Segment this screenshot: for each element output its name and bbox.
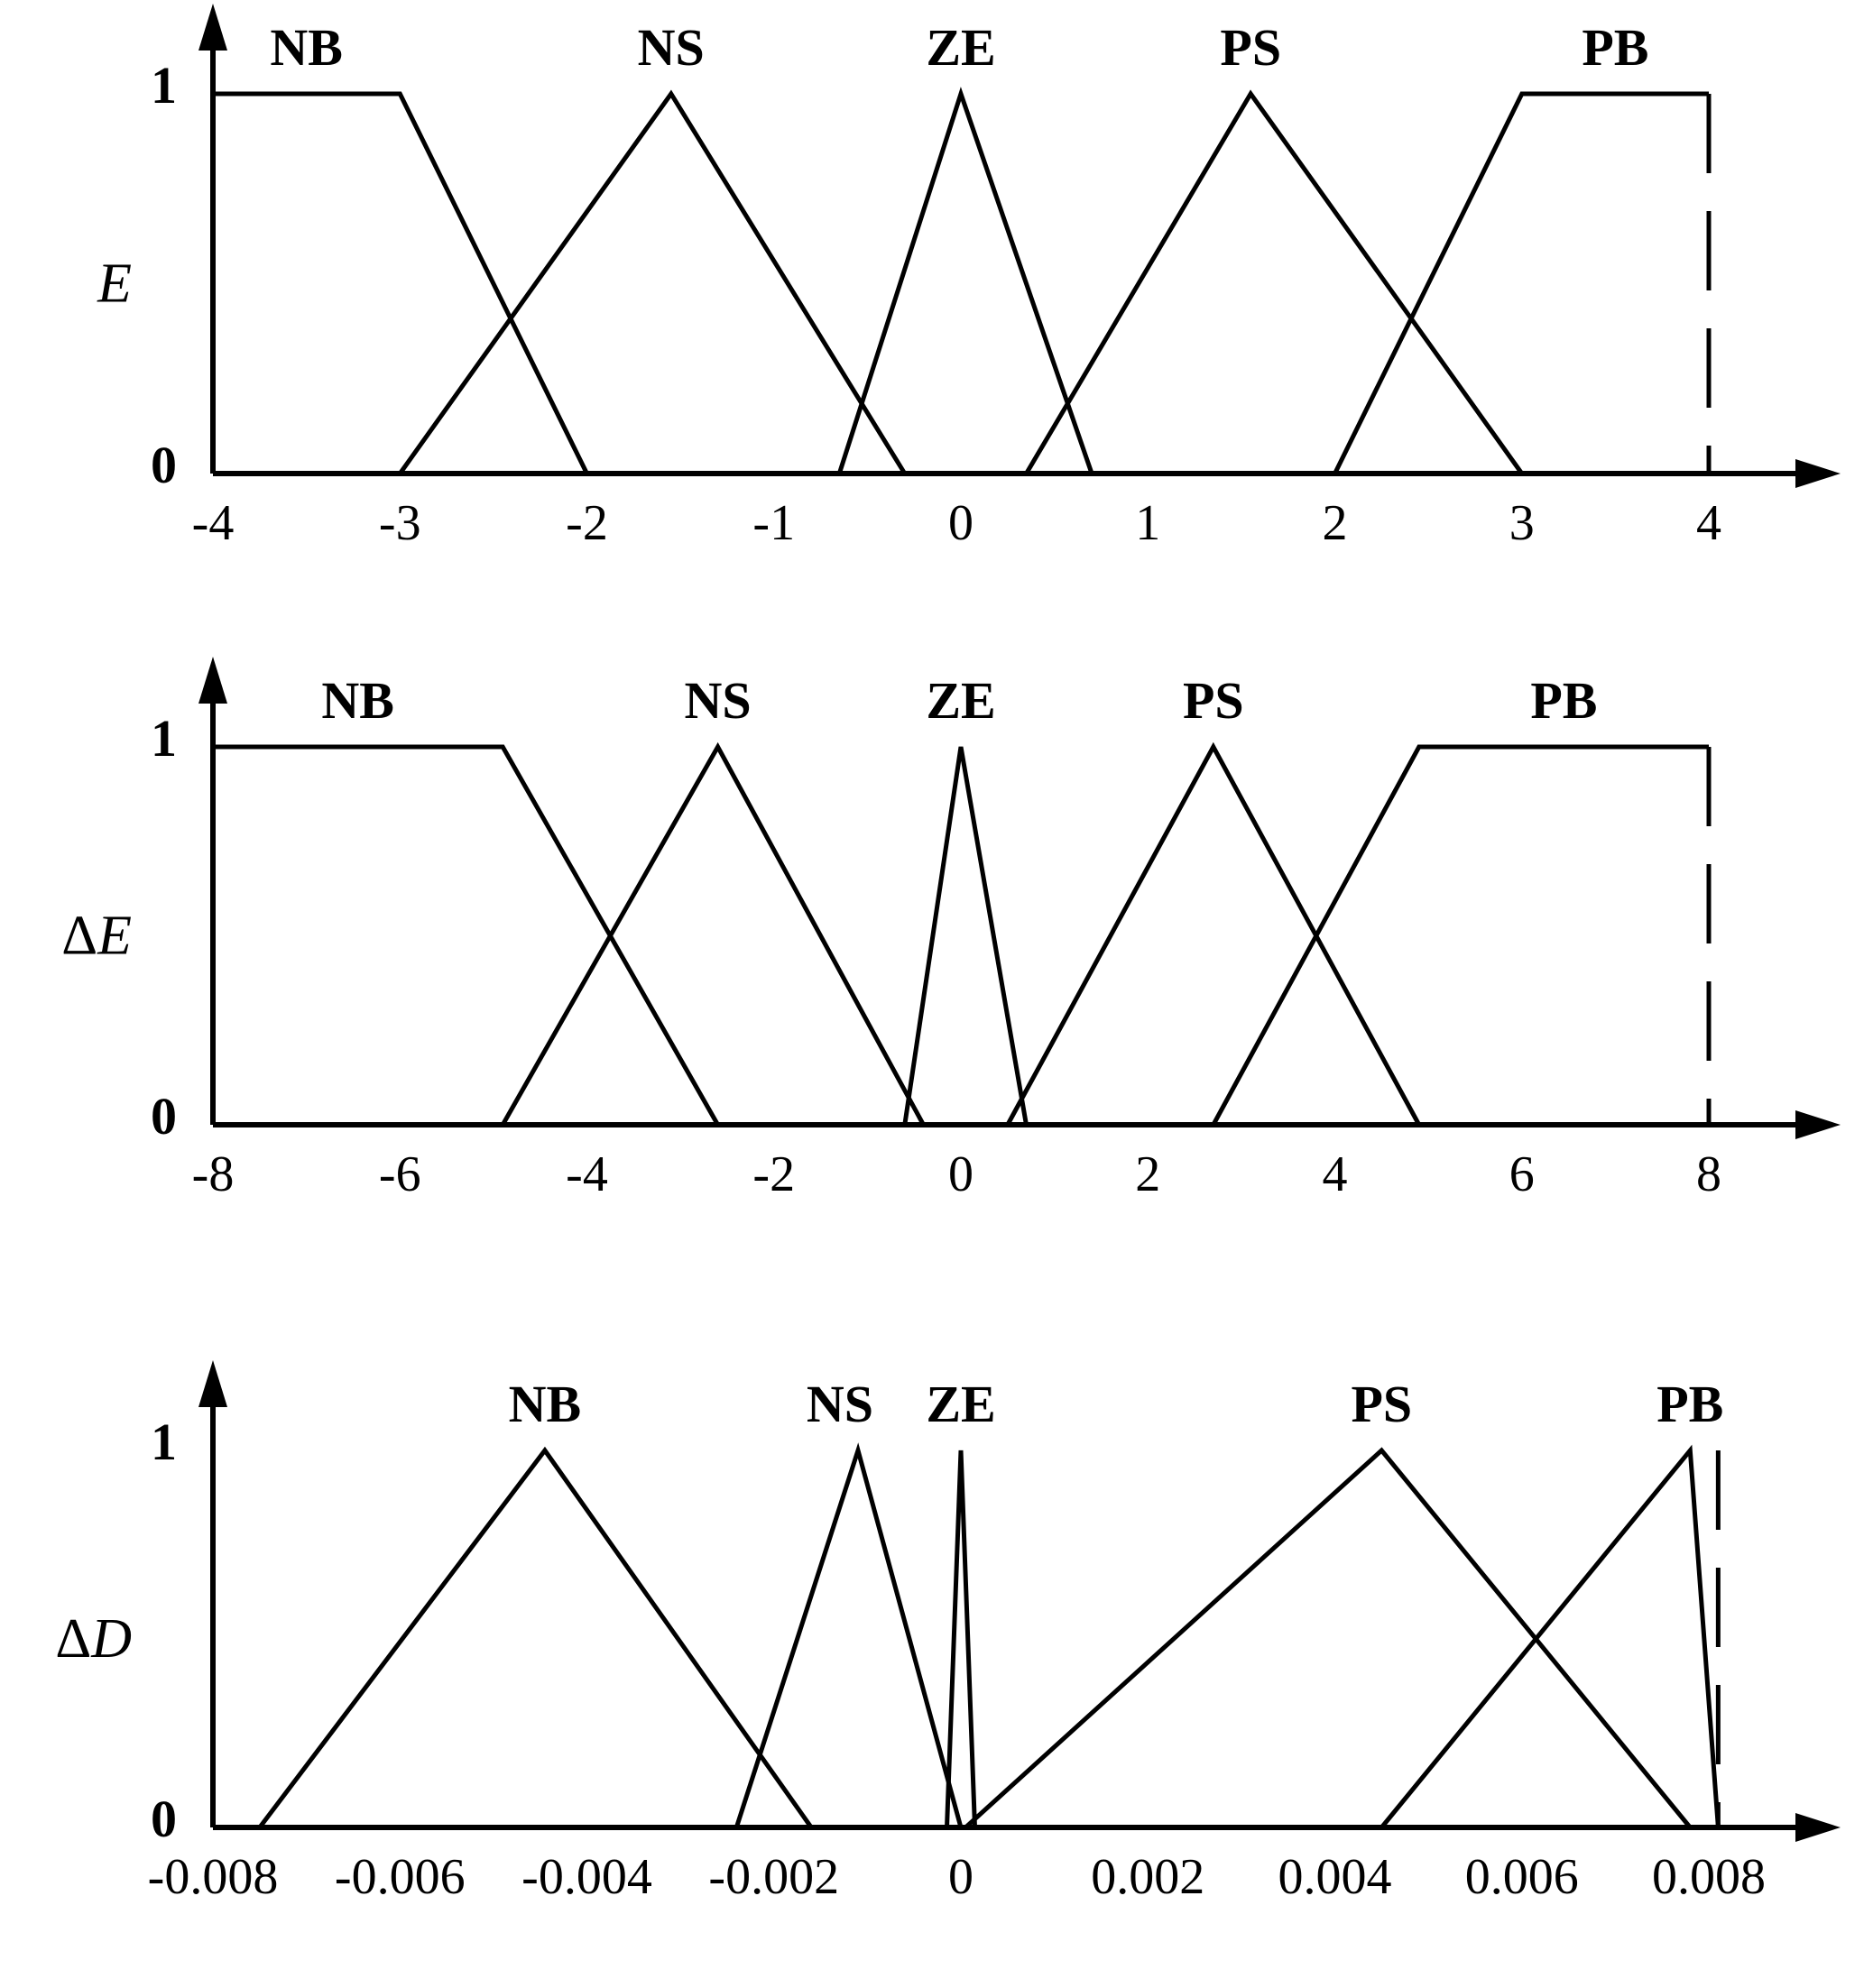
- x-tick-label: 0.002: [1091, 1849, 1204, 1905]
- x-tick-label: 6: [1509, 1146, 1535, 1202]
- y-axis-arrow: [198, 4, 227, 51]
- membership-ns: [398, 89, 907, 475]
- x-tick-label: 2: [1323, 495, 1348, 551]
- set-label-ps: PS: [1220, 18, 1281, 77]
- set-label-nb: NB: [270, 18, 343, 77]
- x-tick-label: -2: [752, 1146, 795, 1202]
- x-axis-arrow: [1795, 459, 1841, 488]
- set-label-ps: PS: [1351, 1375, 1412, 1433]
- membership-ze: [945, 1450, 977, 1828]
- set-label-ze: ZE: [926, 18, 995, 77]
- x-axis-arrow: [1795, 1813, 1841, 1842]
- x-tick-label: -6: [379, 1146, 421, 1202]
- y-tick-label: 1: [151, 1413, 177, 1471]
- membership-pb: [1211, 744, 1709, 1127]
- set-label-pb: PB: [1656, 1375, 1723, 1433]
- membership-nb: [213, 91, 589, 475]
- set-label-ns: NS: [638, 18, 705, 77]
- set-label-ps: PS: [1183, 671, 1244, 730]
- membership-ps: [1005, 741, 1421, 1127]
- chart-panel-2: 0 1 ΔE -8 -6 -4 -2 0 2 4 6 8 NB NS ZE PS PB: [61, 657, 1841, 1202]
- set-label-ze: ZE: [926, 671, 995, 730]
- y-tick-label: 0: [151, 1087, 177, 1146]
- y-axis-label: ΔD: [55, 1608, 132, 1670]
- set-label-nb: NB: [509, 1375, 582, 1433]
- set-label-ze: ZE: [926, 1375, 995, 1433]
- x-tick-label: 3: [1509, 495, 1535, 551]
- x-tick-label: -1: [752, 495, 795, 551]
- y-tick-label: 0: [151, 436, 177, 494]
- x-tick-label: 1: [1135, 495, 1160, 551]
- set-label-ns: NS: [807, 1375, 873, 1433]
- y-tick-label: 0: [151, 1790, 177, 1848]
- membership-nb: [257, 1446, 814, 1829]
- y-tick-label: 1: [151, 56, 177, 115]
- set-label-pb: PB: [1530, 671, 1597, 730]
- y-axis-arrow: [198, 1360, 227, 1407]
- x-tick-label: 0: [948, 495, 974, 551]
- set-label-pb: PB: [1582, 18, 1648, 77]
- x-tick-label: 8: [1696, 1146, 1721, 1202]
- x-tick-label: -8: [192, 1146, 235, 1202]
- x-tick-label: -0.004: [521, 1849, 652, 1905]
- membership-ns: [501, 741, 926, 1127]
- x-tick-label: -0.006: [335, 1849, 466, 1905]
- x-tick-label: 0.008: [1652, 1849, 1766, 1905]
- x-tick-label: 0.004: [1278, 1849, 1392, 1905]
- set-label-ns: NS: [684, 671, 751, 730]
- x-tick-label: -4: [192, 495, 235, 551]
- x-tick-label: 4: [1696, 495, 1721, 551]
- x-tick-label: -2: [566, 495, 608, 551]
- x-tick-label: -0.002: [708, 1849, 839, 1905]
- x-tick-label: -0.008: [148, 1849, 279, 1905]
- x-tick-label: 4: [1323, 1146, 1348, 1202]
- x-tick-label: 0: [948, 1849, 974, 1905]
- x-tick-label: 2: [1135, 1146, 1160, 1202]
- x-tick-label: -3: [379, 495, 421, 551]
- membership-pb: [1333, 91, 1709, 475]
- membership-nb: [213, 744, 720, 1127]
- chart-panel-3: 0 1 ΔD -0.008 -0.006 -0.004 -0.002 0 0.002 0.004 0…: [55, 1360, 1841, 1905]
- x-axis-arrow: [1795, 1110, 1841, 1139]
- set-label-nb: NB: [321, 671, 394, 730]
- membership-ze: [902, 746, 1029, 1126]
- x-tick-label: 0.006: [1465, 1849, 1579, 1905]
- membership-ps: [1024, 89, 1524, 475]
- y-tick-label: 1: [151, 709, 177, 768]
- membership-ze: [836, 87, 1094, 474]
- y-axis-label: ΔE: [61, 906, 132, 967]
- y-axis-arrow: [198, 657, 227, 704]
- membership-pb: [1380, 1444, 1721, 1829]
- x-tick-label: -4: [566, 1146, 608, 1202]
- y-axis-label: E: [97, 253, 132, 315]
- membership-ns: [734, 1442, 964, 1828]
- x-tick-label: 0: [948, 1146, 974, 1202]
- chart-panel-1: 0 1 E -4 -3 -2 -1 0 1 2 3 4 NB NS ZE PS PB: [97, 4, 1841, 551]
- membership-ps: [964, 1447, 1693, 1829]
